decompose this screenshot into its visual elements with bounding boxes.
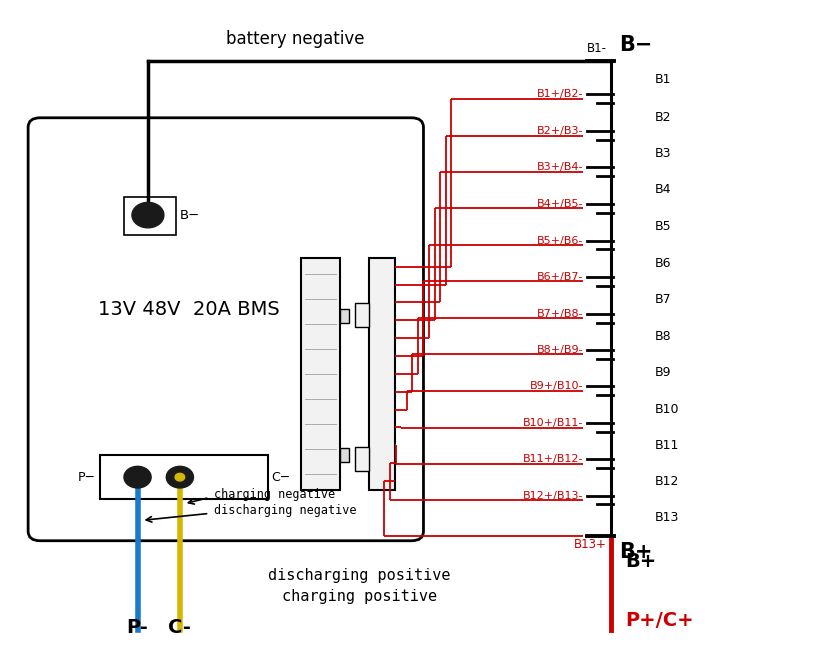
Text: B10+/B11-: B10+/B11-	[523, 418, 584, 428]
Text: B2: B2	[655, 111, 672, 124]
Text: B3: B3	[655, 147, 672, 160]
Text: B9: B9	[655, 366, 672, 379]
Text: discharging negative: discharging negative	[214, 504, 357, 517]
Text: B9+/B10-: B9+/B10-	[530, 381, 584, 391]
Text: B1+/B2-: B1+/B2-	[537, 90, 584, 99]
Text: C-: C-	[169, 618, 192, 637]
Bar	[355, 303, 369, 327]
Text: charging positive: charging positive	[282, 589, 437, 604]
Text: 13V 48V  20A BMS: 13V 48V 20A BMS	[98, 300, 280, 319]
Text: B7+/B8-: B7+/B8-	[536, 309, 584, 319]
Text: B−: B−	[180, 208, 200, 221]
Bar	[340, 309, 349, 323]
Circle shape	[124, 467, 151, 488]
Circle shape	[175, 473, 185, 481]
Bar	[355, 447, 369, 471]
Text: B12+/B13-: B12+/B13-	[522, 491, 584, 500]
Circle shape	[166, 467, 193, 488]
Text: B1: B1	[655, 73, 672, 86]
Text: B12: B12	[655, 476, 680, 489]
FancyBboxPatch shape	[28, 118, 424, 541]
Text: B6+/B7-: B6+/B7-	[537, 272, 584, 282]
Text: C−: C−	[271, 471, 291, 484]
Text: B11+/B12-: B11+/B12-	[522, 454, 584, 464]
Text: B5+/B6-: B5+/B6-	[537, 236, 584, 245]
Text: B1-: B1-	[587, 42, 607, 55]
Text: B10: B10	[655, 402, 680, 415]
Text: B+: B+	[626, 552, 657, 570]
Text: P−: P−	[78, 471, 96, 484]
Circle shape	[132, 202, 164, 228]
Text: B4: B4	[655, 184, 672, 197]
Text: discharging positive: discharging positive	[268, 569, 451, 583]
Text: B4+/B5-: B4+/B5-	[537, 199, 584, 209]
Text: B6: B6	[655, 256, 672, 269]
Text: charging negative: charging negative	[214, 489, 335, 502]
Text: B−: B−	[619, 36, 653, 55]
Bar	[369, 258, 394, 490]
Text: B3+/B4-: B3+/B4-	[537, 162, 584, 173]
Bar	[302, 258, 340, 490]
Text: B8+/B9-: B8+/B9-	[536, 345, 584, 355]
Text: P+/C+: P+/C+	[626, 611, 694, 630]
Bar	[100, 455, 267, 500]
Text: B7: B7	[655, 293, 672, 306]
Text: B11: B11	[655, 439, 680, 452]
Text: battery negative: battery negative	[227, 30, 365, 48]
Text: P-: P-	[126, 618, 148, 637]
Text: B5: B5	[655, 220, 672, 233]
Text: B13+: B13+	[575, 537, 607, 550]
Text: B2+/B3-: B2+/B3-	[537, 126, 584, 136]
Text: B13: B13	[655, 511, 680, 524]
Text: B+: B+	[619, 542, 653, 562]
Text: B8: B8	[655, 330, 672, 343]
Bar	[124, 197, 176, 236]
Bar	[340, 448, 349, 462]
